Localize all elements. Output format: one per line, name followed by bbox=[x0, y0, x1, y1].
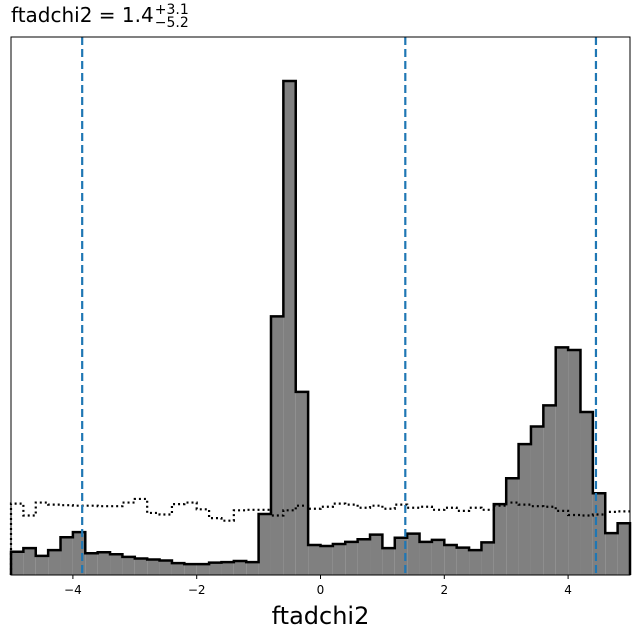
posterior-bar bbox=[184, 564, 197, 575]
posterior-bar bbox=[568, 349, 581, 575]
posterior-bar bbox=[580, 412, 593, 575]
posterior-bar bbox=[246, 562, 259, 575]
x-axis-label: ftadchi2 bbox=[272, 602, 370, 630]
posterior-bar bbox=[23, 548, 36, 575]
posterior-bar bbox=[35, 555, 49, 575]
posterior-bar bbox=[456, 547, 470, 575]
title-upper-error: +3.1 bbox=[155, 2, 189, 18]
x-tick-label: 4 bbox=[564, 583, 572, 597]
x-axis-ticks: −4 −2 0 2 4 bbox=[64, 575, 572, 597]
posterior-bar bbox=[543, 405, 556, 575]
x-tick-label: −4 bbox=[64, 583, 82, 597]
title-param: ftadchi2 bbox=[11, 3, 92, 27]
posterior-bar bbox=[270, 316, 284, 575]
posterior-bar bbox=[171, 563, 185, 575]
posterior-bar bbox=[48, 550, 61, 575]
posterior-bar bbox=[97, 552, 111, 575]
posterior-bar bbox=[370, 534, 383, 575]
posterior-bar bbox=[320, 546, 333, 575]
posterior-bar bbox=[332, 543, 346, 575]
posterior-bar bbox=[518, 444, 531, 575]
posterior-bar bbox=[308, 544, 321, 575]
title-lower-error: −5.2 bbox=[155, 15, 189, 31]
posterior-bar bbox=[592, 493, 606, 575]
posterior-bar bbox=[617, 523, 630, 575]
posterior-bar bbox=[345, 541, 358, 575]
posterior-bar bbox=[60, 537, 73, 575]
posterior-bar bbox=[221, 562, 234, 575]
posterior-bar bbox=[72, 532, 86, 575]
posterior-bar bbox=[481, 542, 494, 575]
posterior-bar bbox=[258, 513, 271, 575]
posterior-bar bbox=[394, 537, 408, 575]
title-median: 1.4 bbox=[122, 3, 154, 27]
posterior-bar bbox=[134, 558, 148, 575]
posterior-bar bbox=[110, 554, 123, 575]
title-equals: = bbox=[92, 3, 121, 27]
posterior-bar bbox=[209, 562, 222, 575]
posterior-bar bbox=[605, 533, 618, 575]
posterior-bar bbox=[469, 550, 482, 575]
posterior-bar bbox=[357, 539, 371, 575]
quantile-lines bbox=[81, 37, 598, 575]
posterior-outline bbox=[9, 79, 632, 575]
posterior-bar bbox=[283, 80, 296, 575]
posterior-bar bbox=[444, 544, 457, 575]
posterior-bar bbox=[11, 551, 24, 575]
posterior-bar bbox=[122, 556, 135, 575]
x-tick-label: −2 bbox=[188, 583, 206, 597]
posterior-bar bbox=[431, 539, 445, 575]
posterior-bar bbox=[147, 559, 160, 575]
posterior-bar bbox=[407, 533, 420, 575]
chart-title: ftadchi2 = 1.4 bbox=[11, 3, 154, 27]
posterior-bar bbox=[233, 561, 247, 575]
posterior-bar bbox=[159, 560, 172, 575]
posterior-bar bbox=[295, 391, 309, 575]
x-tick-label: 2 bbox=[440, 583, 448, 597]
plot-area bbox=[9, 79, 632, 575]
prior-line bbox=[9, 497, 630, 575]
posterior-bar bbox=[506, 478, 519, 575]
posterior-bar bbox=[555, 347, 569, 575]
posterior-bar bbox=[419, 541, 432, 575]
posterior-bar bbox=[85, 553, 98, 575]
posterior-bar bbox=[530, 426, 544, 575]
posterior-bar bbox=[382, 548, 395, 575]
x-tick-label: 0 bbox=[317, 583, 325, 597]
posterior-bar bbox=[493, 504, 507, 575]
posterior-bar bbox=[196, 564, 210, 575]
